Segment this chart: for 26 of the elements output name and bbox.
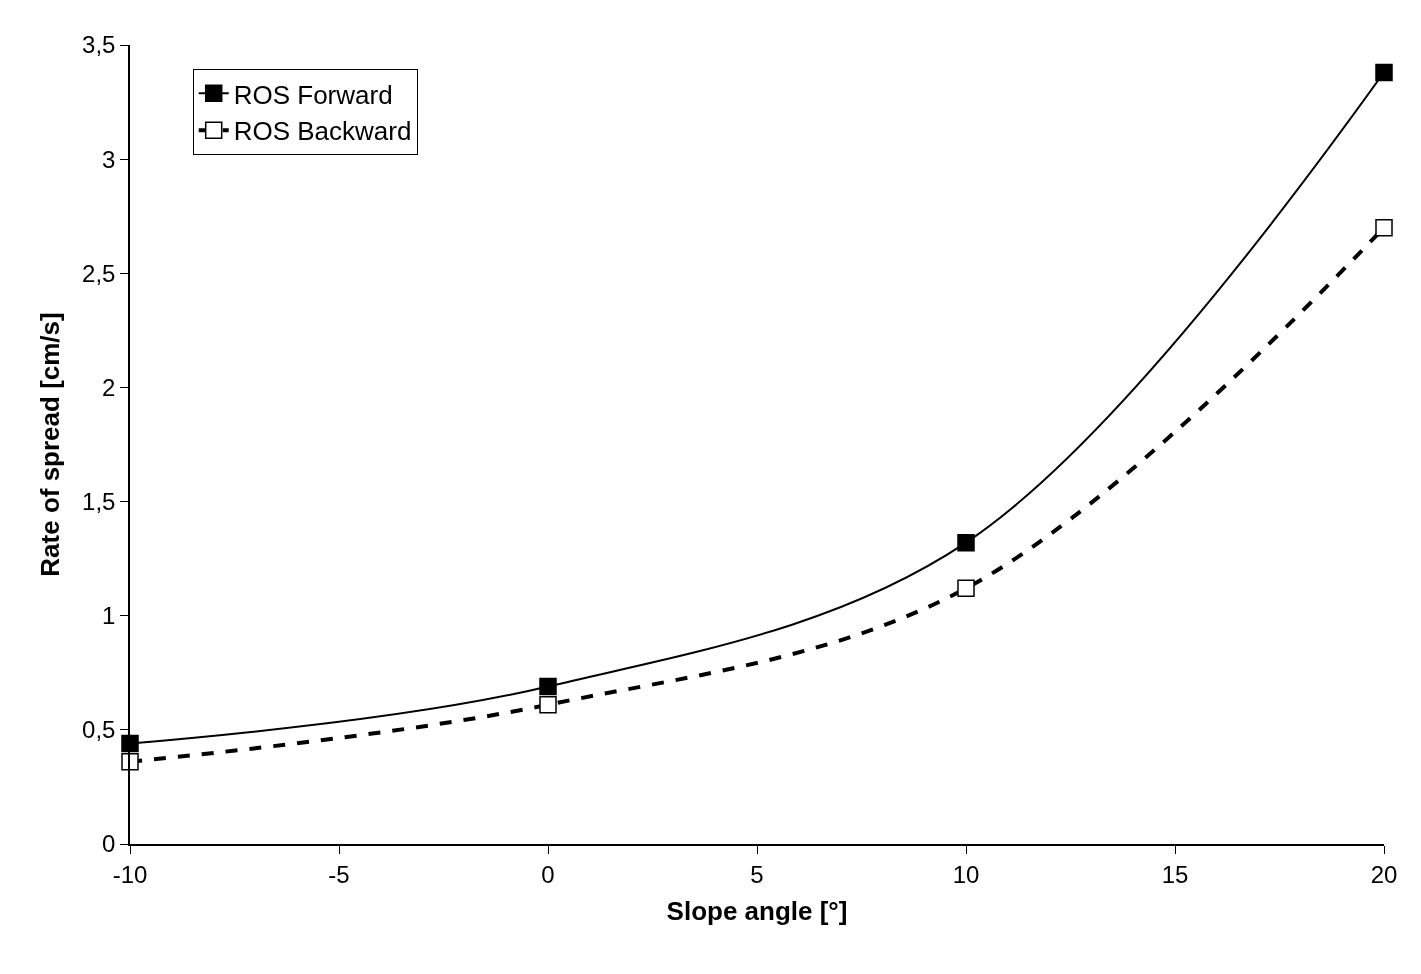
point — [539, 696, 557, 714]
x-tick-label: 10 — [952, 860, 980, 888]
point — [121, 753, 139, 771]
x-axis-title: Slope angle [°] — [666, 895, 848, 926]
x-tick-label: 0 — [541, 860, 555, 888]
y-tick-label: 1 — [102, 602, 116, 630]
point — [1375, 218, 1393, 237]
y-tick-label: 2 — [102, 373, 116, 401]
legend-label: ROS Forward — [233, 79, 393, 110]
point — [957, 533, 975, 552]
x-tick-label: 5 — [750, 860, 764, 888]
y-tick-label: 3 — [102, 145, 116, 173]
legend-label: ROS Backward — [233, 116, 412, 147]
point — [539, 677, 557, 696]
x-tick-label: 15 — [1161, 860, 1189, 888]
x-tick-label: -10 — [112, 860, 148, 888]
x-tick-label: 20 — [1370, 860, 1398, 888]
y-tick-label: 2,5 — [82, 259, 116, 287]
y-tick-label: 3,5 — [82, 31, 116, 59]
y-tick-label: 0 — [102, 830, 116, 858]
y-axis-title: Rate of spread [cm/s] — [34, 312, 65, 577]
y-tick-label: 1,5 — [82, 487, 116, 515]
point — [957, 579, 975, 598]
x-tick-label: -5 — [328, 860, 350, 888]
y-tick-label: 0,5 — [82, 716, 116, 744]
point — [1375, 63, 1393, 82]
